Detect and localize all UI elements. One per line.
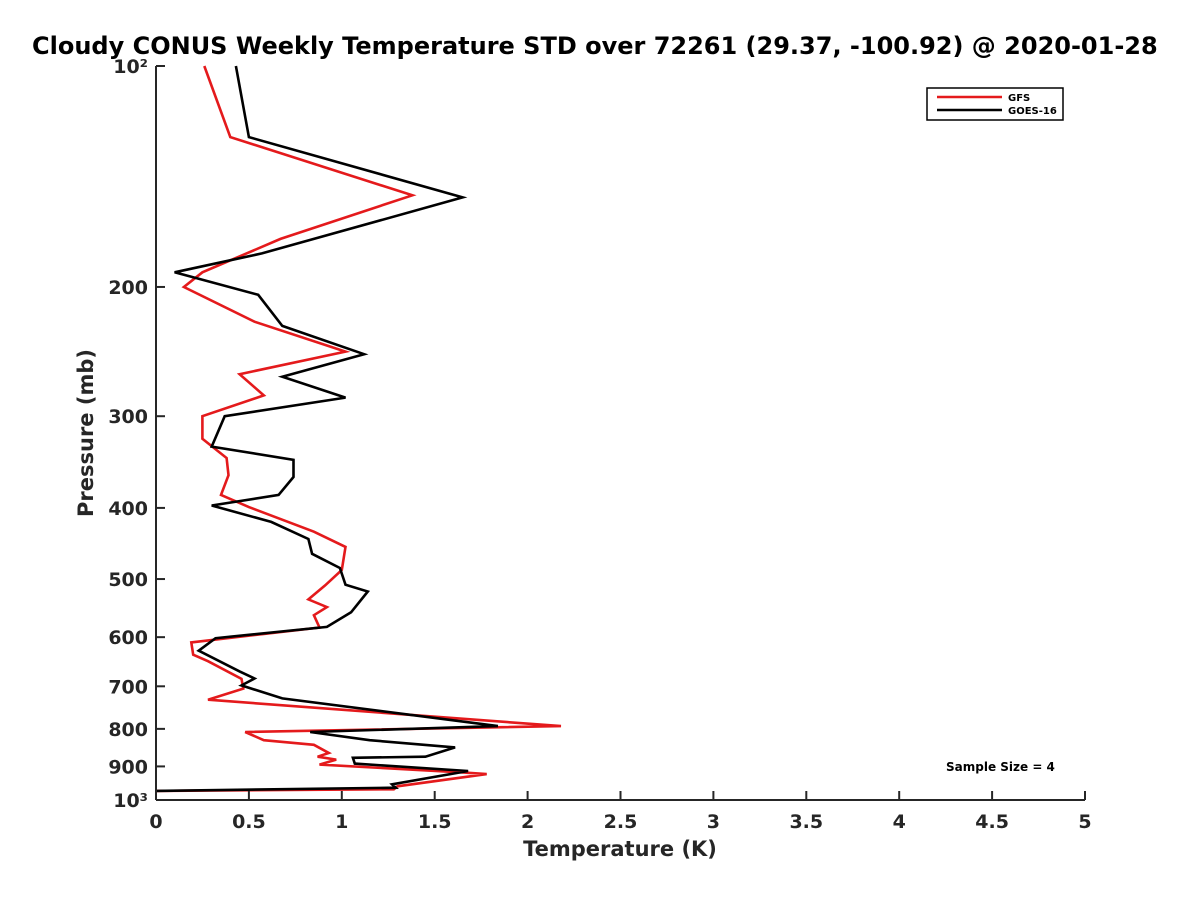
x-tick-label: 4 <box>893 811 906 833</box>
y-tick-label: 10² <box>113 56 148 78</box>
x-tick-label: 4.5 <box>975 811 1009 833</box>
series-line-gfs <box>155 65 562 793</box>
x-tick-label: 1.5 <box>418 811 452 833</box>
x-tick-label: 2.5 <box>604 811 638 833</box>
x-tick-label: 1 <box>335 811 348 833</box>
y-tick-label: 200 <box>108 277 148 299</box>
legend-label: GFS <box>1008 93 1030 104</box>
x-tick-label: 2 <box>521 811 534 833</box>
y-tick-label: 300 <box>108 406 148 428</box>
series-layer <box>155 65 562 793</box>
legend: GFS GOES-16 <box>926 87 1064 121</box>
x-tick-label: 0 <box>149 811 162 833</box>
x-tick-label: 5 <box>1078 811 1091 833</box>
y-tick-label: 400 <box>108 498 148 520</box>
chart-title: Cloudy CONUS Weekly Temperature STD over… <box>32 32 1158 60</box>
series-line-goes-16 <box>155 65 499 793</box>
y-axis: 10² 200 300 400 500 600 700 800 900 10³ <box>108 56 165 812</box>
legend-box <box>926 87 1064 121</box>
y-tick-label: 500 <box>108 569 148 591</box>
x-tick-label: 3 <box>707 811 720 833</box>
y-tick-label: 900 <box>108 756 148 778</box>
y-tick-label: 10³ <box>113 790 148 812</box>
x-tick-label: 0.5 <box>232 811 266 833</box>
y-tick-label: 700 <box>108 676 148 698</box>
legend-label: GOES-16 <box>1008 106 1057 117</box>
y-axis-label: Pressure (mb) <box>74 349 98 517</box>
x-axis: 0 0.5 1 1.5 2 2.5 3 3.5 4 4.5 5 <box>149 791 1092 833</box>
x-tick-label: 3.5 <box>789 811 823 833</box>
x-axis-label: Temperature (K) <box>523 837 717 861</box>
sample-size-annotation: Sample Size = 4 <box>946 760 1055 774</box>
y-tick-label: 800 <box>108 719 148 741</box>
y-tick-label: 600 <box>108 627 148 649</box>
